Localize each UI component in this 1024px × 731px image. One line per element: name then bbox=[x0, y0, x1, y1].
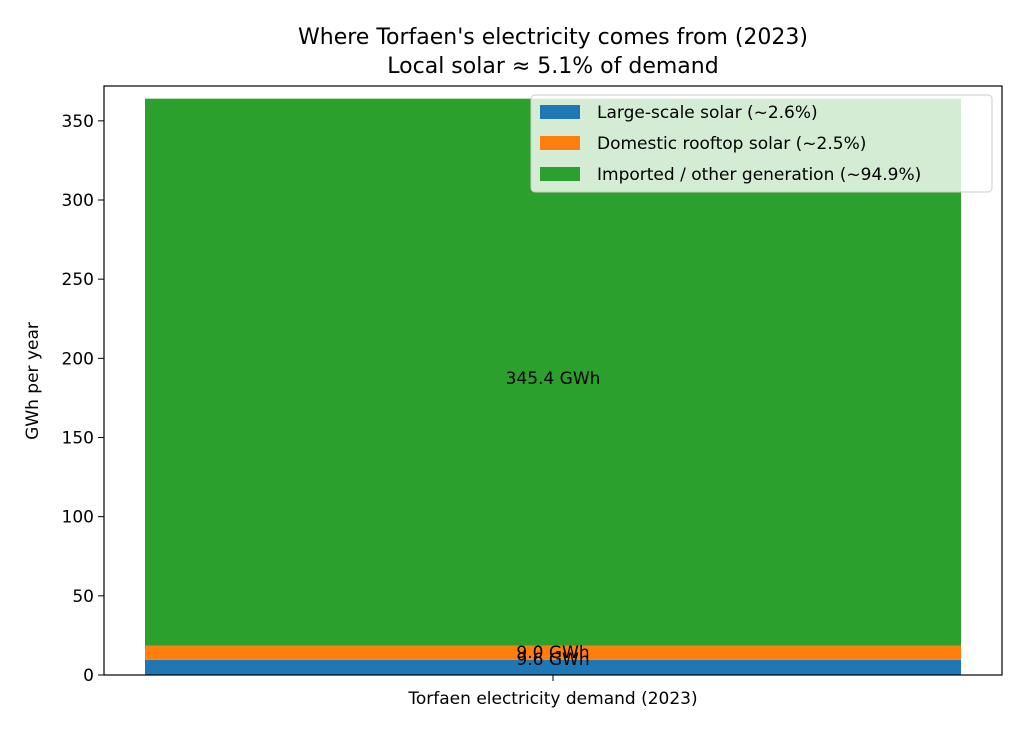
y-tick-label-0: 0 bbox=[83, 666, 94, 686]
legend-label-1: Domestic rooftop solar (~2.5%) bbox=[597, 134, 866, 154]
bar-segment-0 bbox=[145, 659, 961, 675]
legend-box bbox=[530, 94, 993, 193]
legend-label-0: Large-scale solar (~2.6%) bbox=[597, 103, 818, 123]
x-tick-label-0: Torfaen electricity demand (2023) bbox=[407, 689, 697, 709]
legend-label-2: Imported / other generation (~94.9%) bbox=[597, 165, 921, 185]
y-tick-label-4: 200 bbox=[62, 349, 94, 369]
y-tick-label-7: 350 bbox=[62, 112, 94, 132]
legend-swatch-0 bbox=[540, 105, 580, 119]
bar-segment-1 bbox=[145, 645, 961, 660]
data-label-0: 9.6 GWh bbox=[516, 650, 589, 670]
y-axis-label: GWh per year bbox=[23, 322, 43, 440]
y-tick-label-2: 100 bbox=[62, 508, 94, 528]
legend-swatch-2 bbox=[540, 167, 580, 181]
legend-swatch-1 bbox=[540, 136, 580, 150]
chart-title: Where Torfaen's electricity comes from (… bbox=[298, 25, 808, 50]
legend: Large-scale solar (~2.6%) Domestic roofto… bbox=[530, 94, 993, 193]
y-tick-label-5: 250 bbox=[62, 270, 94, 290]
y-tick-label-1: 50 bbox=[72, 587, 94, 607]
chart-subtitle: Local solar ≈ 5.1% of demand bbox=[387, 54, 718, 79]
y-tick-label-6: 300 bbox=[62, 191, 94, 211]
data-label-1: 9.0 GWh bbox=[516, 643, 589, 663]
y-tick-label-3: 150 bbox=[62, 429, 94, 449]
data-label-2: 345.4 GWh bbox=[506, 369, 601, 389]
